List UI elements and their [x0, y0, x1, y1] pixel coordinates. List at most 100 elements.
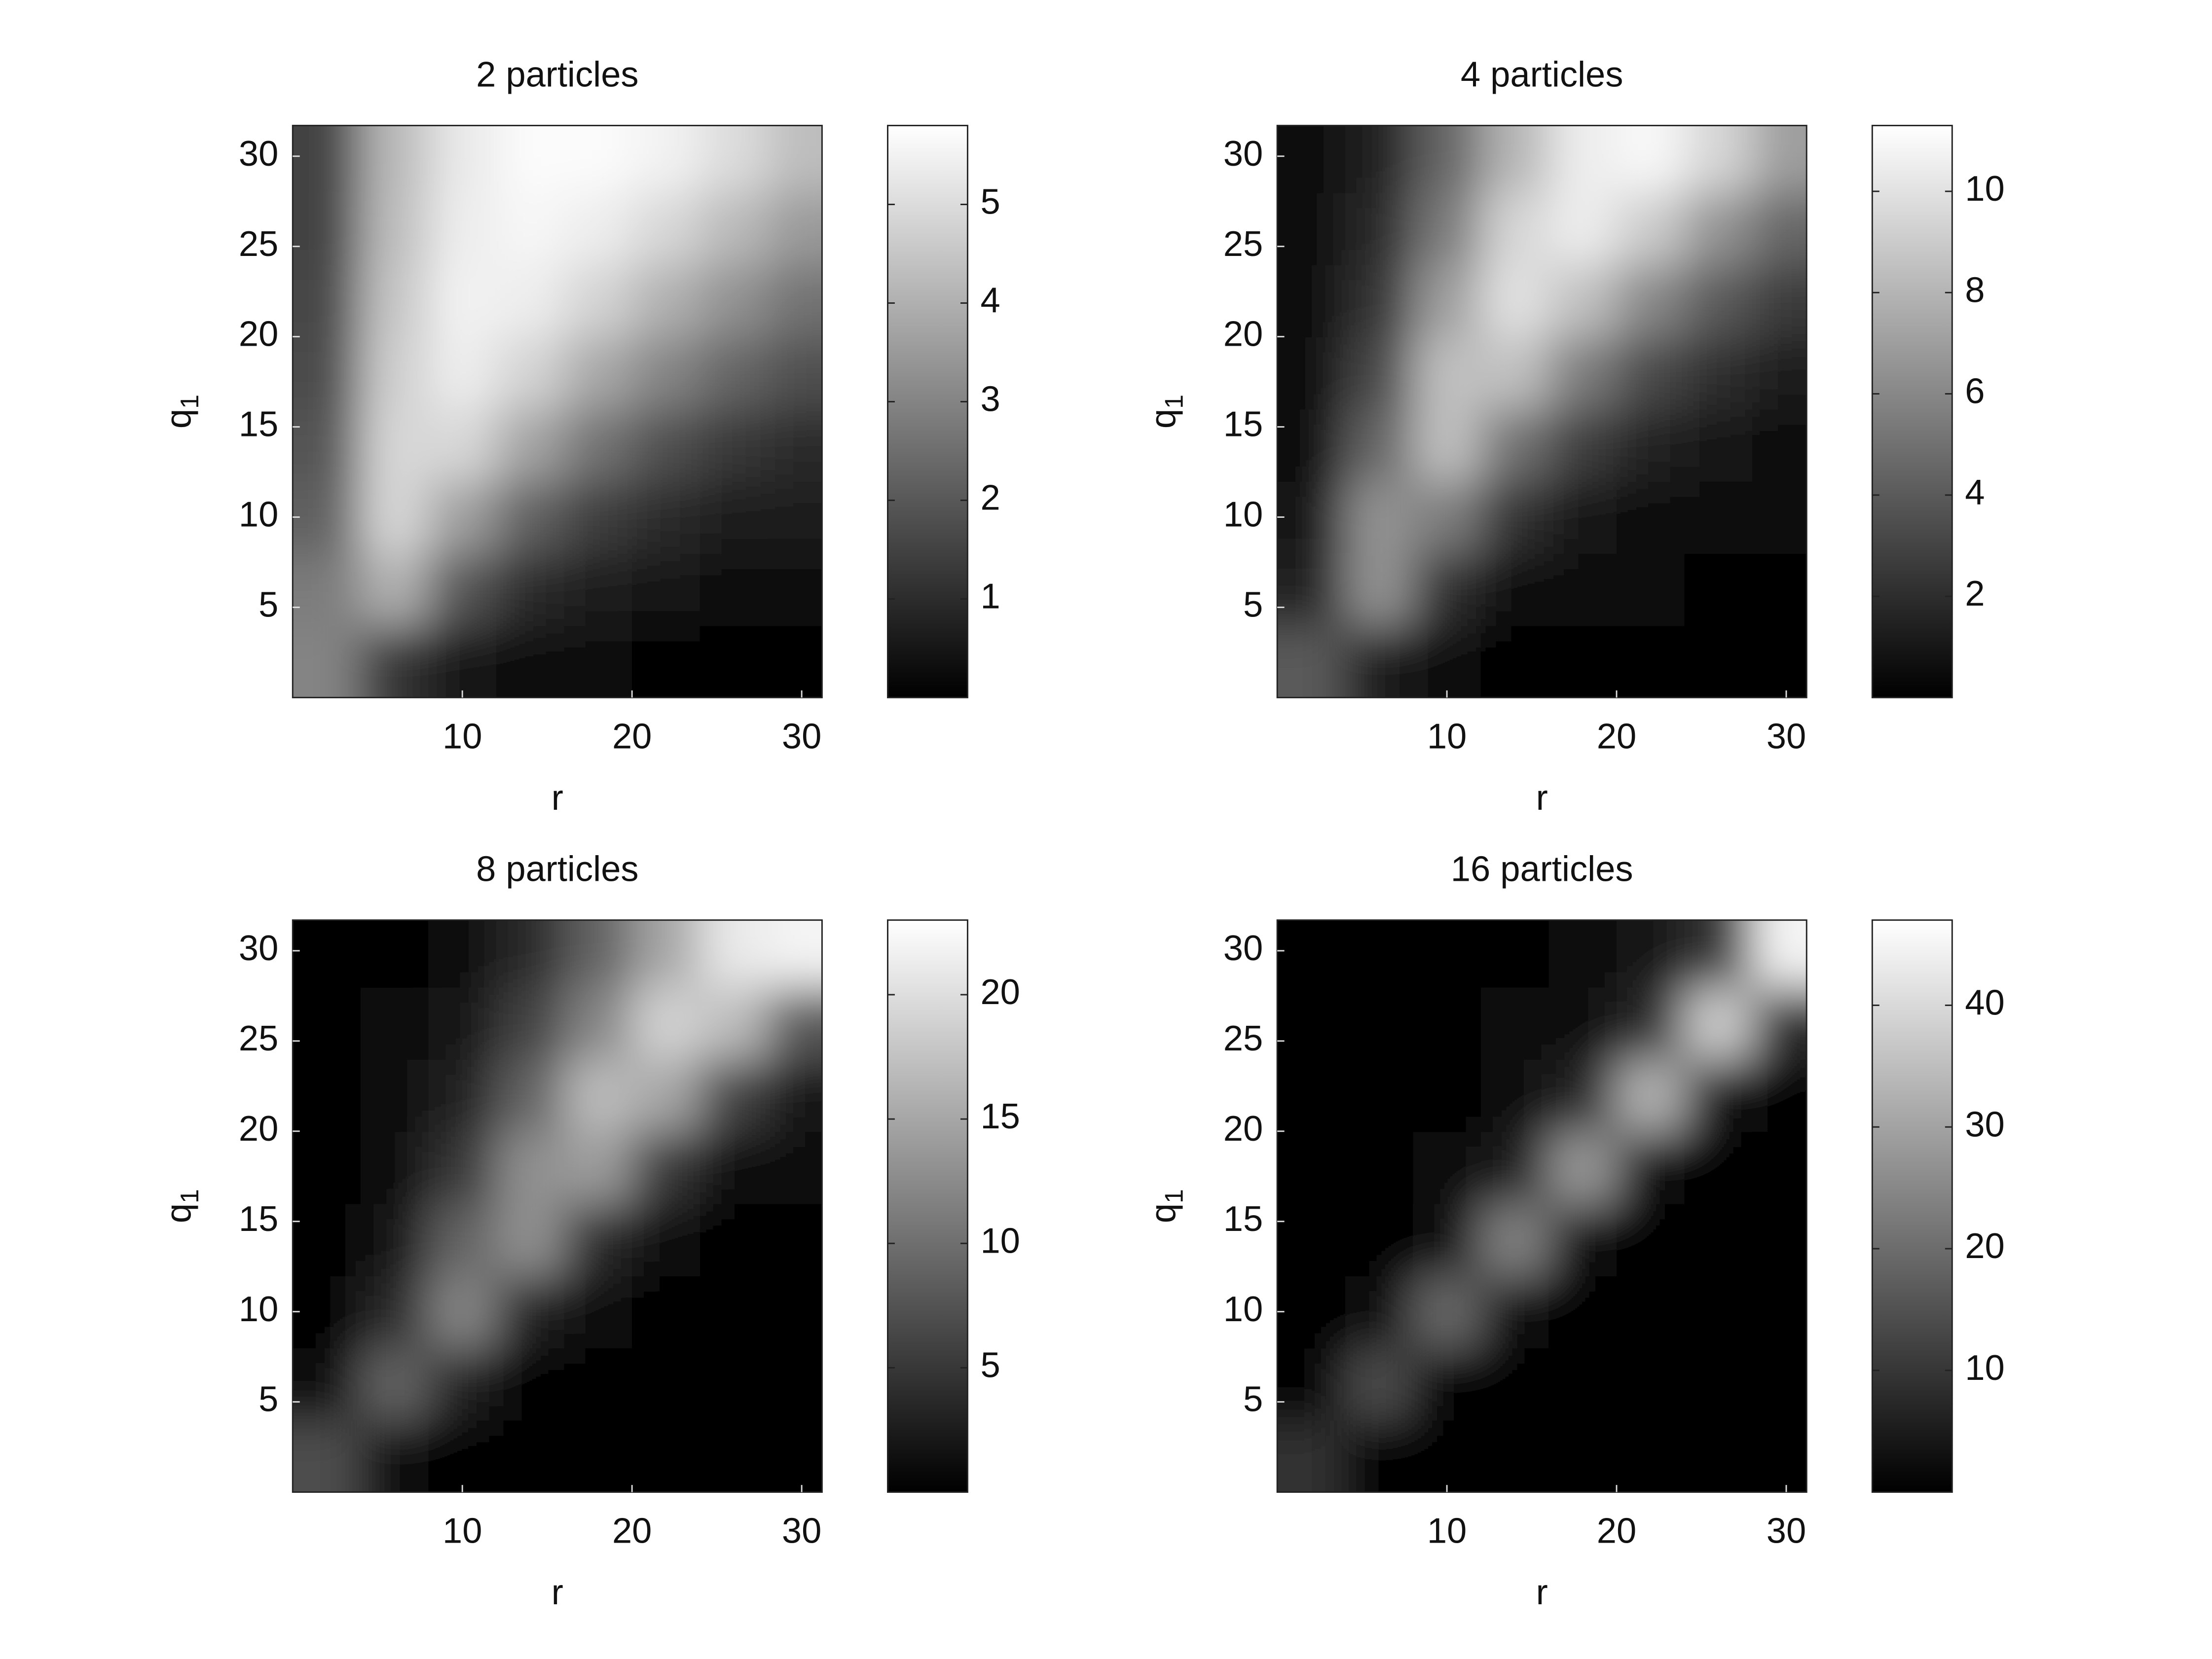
colorbar-tick-label: 10: [980, 1221, 1020, 1261]
heatmap-cell: [1277, 336, 1346, 410]
heatmap-cell: [1413, 125, 1482, 193]
heatmap-cell: [1413, 1131, 1482, 1204]
heatmap-cell: [1752, 625, 1807, 698]
heatmap-cell: [768, 1203, 822, 1276]
y-tick-label: 20: [1223, 315, 1263, 354]
heatmap-cell: [632, 1131, 701, 1204]
heatmap-cell: [1413, 1420, 1482, 1492]
heatmap-area: [293, 125, 822, 698]
heatmap-cell: [1752, 1131, 1807, 1204]
heatmap-cell: [1617, 481, 1686, 554]
heatmap-cell: [1548, 920, 1618, 988]
heatmap-cell: [293, 481, 362, 554]
heatmap-cell: [768, 125, 822, 193]
heatmap-cell: [1480, 1420, 1549, 1492]
colorbar-tick-label: 20: [980, 973, 1020, 1012]
heatmap-cell: [1548, 1131, 1618, 1204]
x-tick-label: 30: [1767, 1512, 1806, 1551]
heatmap-cell: [293, 1420, 362, 1492]
heatmap-cells: [293, 920, 822, 1492]
heatmap-cell: [700, 1275, 769, 1349]
heatmap-cell: [1345, 1275, 1414, 1349]
heatmap-cell: [360, 1347, 429, 1421]
heatmap-cell: [428, 987, 497, 1060]
x-axis-label: r: [1536, 778, 1548, 818]
heatmap-cell: [1480, 987, 1549, 1060]
y-tick-label: 20: [239, 1109, 278, 1149]
heatmap-area: [293, 920, 822, 1492]
y-axis-label-subscript: 1: [1160, 1189, 1188, 1203]
heatmap-cell: [496, 1420, 565, 1492]
heatmap-cell: [1617, 125, 1686, 193]
heatmap-cell: [700, 1131, 769, 1204]
heatmap-cell: [1480, 192, 1549, 265]
heatmap-cell: [564, 409, 633, 482]
heatmap-cell: [360, 336, 429, 410]
heatmap-cell: [700, 1420, 769, 1492]
heatmap-cell: [1548, 1420, 1618, 1492]
y-tick-label: 25: [239, 224, 278, 264]
heatmap-cell: [1480, 1275, 1549, 1349]
heatmap-cell: [700, 192, 769, 265]
heatmap-cell: [700, 264, 769, 338]
heatmap-cell: [428, 125, 497, 193]
heatmap-cell: [1277, 192, 1346, 265]
heatmap-cell: [632, 1347, 701, 1421]
heatmap-cell: [1752, 553, 1807, 626]
heatmap-cell: [1752, 920, 1807, 988]
heatmap-cell: [768, 987, 822, 1060]
heatmap-cell: [1548, 1275, 1618, 1349]
x-tick-label: 20: [1597, 1512, 1636, 1551]
heatmap-cell: [1684, 125, 1753, 193]
heatmap-cell: [1413, 1347, 1482, 1421]
heatmap-cell: [428, 1059, 497, 1132]
colorbar-tick-label: 1: [980, 577, 1000, 616]
heatmap-cell: [564, 1347, 633, 1421]
y-tick-label: 25: [1223, 1019, 1263, 1058]
heatmap-cell: [1752, 1420, 1807, 1492]
heatmap-cell: [700, 1059, 769, 1132]
heatmap-cell: [1345, 625, 1414, 698]
heatmap-cell: [700, 481, 769, 554]
heatmap-cell: [1617, 987, 1686, 1060]
heatmap-cell: [564, 1275, 633, 1349]
heatmap-cell: [293, 192, 362, 265]
y-tick-label: 20: [1223, 1109, 1263, 1149]
heatmap-area: [1277, 920, 1807, 1492]
y-tick-label: 5: [258, 585, 278, 625]
colorbar-tick-label: 30: [1965, 1105, 2004, 1144]
y-tick-label: 25: [1223, 224, 1263, 264]
heatmap-cell: [360, 409, 429, 482]
heatmap-cell: [632, 125, 701, 193]
heatmap-cell: [1617, 409, 1686, 482]
x-tick-label: 30: [1767, 717, 1806, 756]
heatmap-cell: [1480, 920, 1549, 988]
colorbar-tick-label: 40: [1965, 983, 2004, 1023]
heatmap-cell: [293, 1131, 362, 1204]
subplot: 10 20 30 5 10 15 20 25 30 16 particles r q1 10 20 30 40: [1144, 849, 2005, 1612]
heatmap-cell: [1413, 1275, 1482, 1349]
heatmap-cell: [1548, 409, 1618, 482]
heatmap-cell: [1277, 987, 1346, 1060]
heatmap-cell: [1480, 1347, 1549, 1421]
chart-title: 4 particles: [1461, 55, 1623, 94]
axes-frame: [292, 125, 823, 698]
heatmap-cell: [700, 625, 769, 698]
axes-frame: [292, 919, 823, 1493]
heatmap-cell: [360, 553, 429, 626]
y-axis-label: q1: [159, 395, 204, 429]
heatmap-cell: [360, 920, 429, 988]
x-tick-label: 20: [1597, 717, 1636, 756]
heatmap-cell: [360, 1131, 429, 1204]
heatmap-cell: [1345, 125, 1414, 193]
heatmap-cell: [293, 125, 362, 193]
chart-title: 2 particles: [476, 55, 639, 94]
heatmap-cell: [1752, 409, 1807, 482]
heatmap-cell: [496, 264, 565, 338]
colorbar-tick-label: 6: [1965, 372, 1985, 411]
heatmap-cell: [768, 409, 822, 482]
heatmap-cell: [428, 1420, 497, 1492]
heatmap-cell: [700, 920, 769, 988]
heatmap-cell: [428, 409, 497, 482]
axes-frame: [1276, 919, 1807, 1493]
